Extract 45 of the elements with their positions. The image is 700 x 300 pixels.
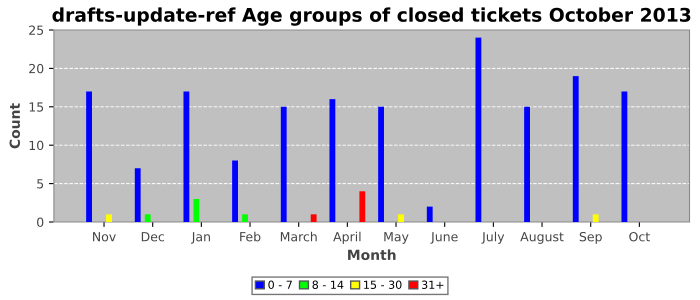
bar [106, 214, 112, 222]
y-tick-label: 25 [29, 25, 44, 35]
x-tick-label: July [481, 232, 504, 244]
bar [359, 191, 366, 222]
x-tick-label: June [430, 232, 458, 244]
x-tick-label: Feb [240, 232, 260, 242]
bar [475, 38, 482, 222]
x-tick-label: Nov [93, 232, 116, 242]
chart-title: drafts-update-ref Age groups of closed tickets October 2013 [52, 7, 690, 26]
bar [242, 214, 248, 222]
bar [193, 198, 200, 222]
y-tick-label: 10 [30, 140, 44, 150]
bar [378, 106, 384, 222]
x-axis-title: Month [348, 249, 396, 260]
bar [621, 91, 628, 222]
x-tick-label: Oct [629, 232, 650, 242]
bar [592, 214, 599, 222]
y-tick-label: 0 [37, 217, 44, 227]
bar [329, 99, 336, 222]
bar [572, 76, 579, 222]
legend-label: 8 - 14 [312, 280, 344, 289]
y-tick-label: 20 [29, 64, 44, 74]
x-tick-label: Jan [191, 232, 210, 244]
legend-label: 0 - 7 [268, 280, 292, 289]
legend-label: 15 - 30 [364, 280, 402, 289]
bar [144, 214, 151, 222]
bar [280, 106, 287, 222]
x-tick-label: April [333, 232, 360, 244]
y-tick-label: 15 [30, 102, 44, 112]
bar [524, 106, 530, 222]
bar [426, 206, 433, 222]
bar [232, 160, 238, 222]
bar [86, 91, 92, 222]
y-tick-label: 5 [37, 179, 44, 189]
x-tick-label: Sep [580, 232, 602, 244]
bar [310, 214, 317, 222]
bar [134, 168, 141, 222]
x-tick-label: August [520, 232, 564, 244]
x-tick-label: Dec [142, 232, 164, 242]
x-tick-label: May [384, 232, 409, 244]
legend-label: 31+ [422, 280, 444, 289]
bar [398, 214, 404, 222]
x-tick-label: March [280, 232, 317, 242]
bar [183, 91, 190, 222]
y-axis-title: Count [10, 103, 20, 148]
